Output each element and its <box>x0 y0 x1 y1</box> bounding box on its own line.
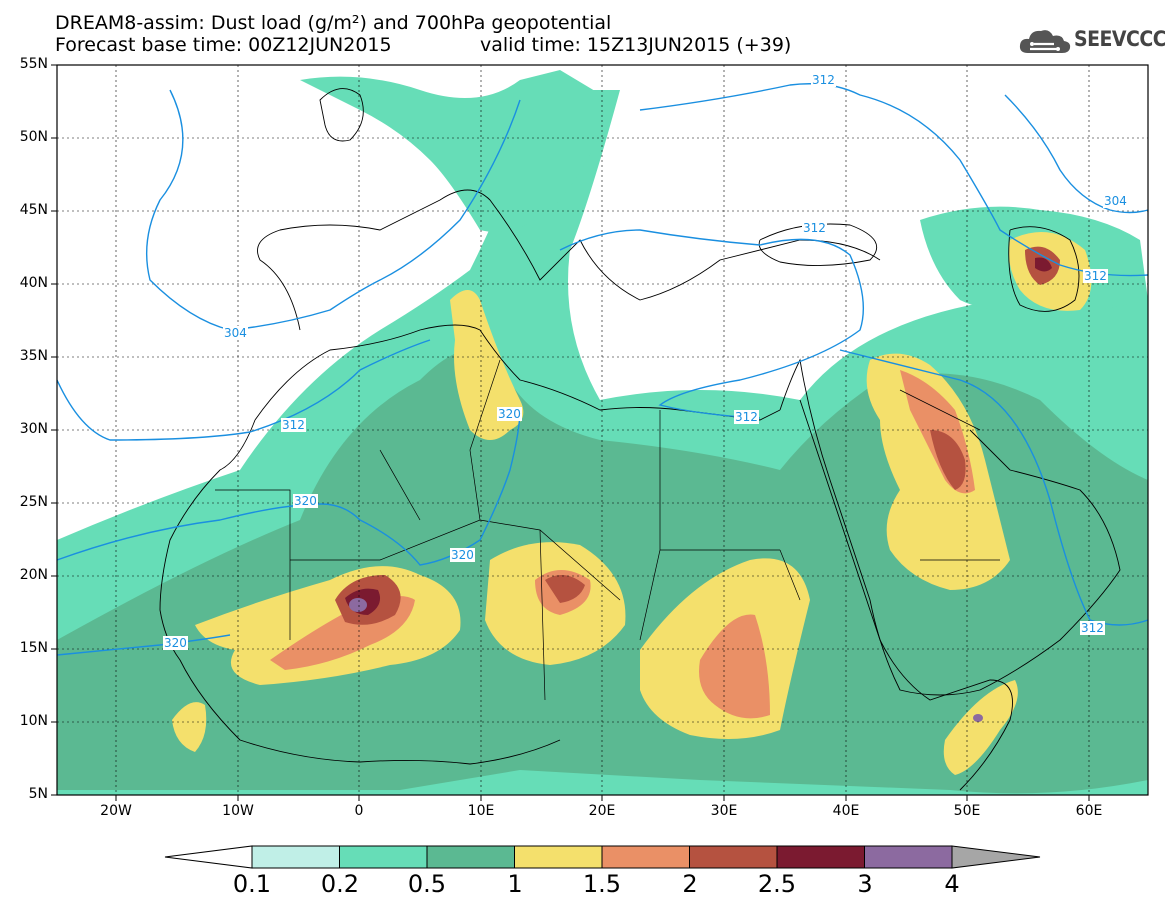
lat-label: 20N <box>19 567 48 583</box>
dust-region-1.5-sudan <box>699 614 770 719</box>
lat-label: 45N <box>19 202 48 218</box>
colorbar-cell <box>864 845 953 869</box>
contour-label: 320 <box>497 407 522 421</box>
colorbar-label: 1.5 <box>582 870 622 898</box>
axis-ticks <box>51 64 1090 801</box>
colorbar-cell <box>251 845 340 869</box>
contour-label: 312 <box>1080 621 1105 635</box>
contour-label: 312 <box>734 410 759 424</box>
colorbar-cell <box>514 845 603 869</box>
colorbar-label: 0.1 <box>232 870 272 898</box>
lon-label: 30E <box>710 803 738 819</box>
contour-label: 312 <box>281 418 306 432</box>
lon-label: 20W <box>100 803 132 819</box>
contour-label: 320 <box>450 548 475 562</box>
lat-label: 40N <box>19 275 48 291</box>
map-title: DREAM8-assim: Dust load (g/m²) and 700hP… <box>55 12 612 34</box>
coast-west-africa <box>159 419 561 765</box>
colorbar-label: 0.5 <box>407 870 447 898</box>
coast-iberia-europe <box>257 189 881 331</box>
dust-region-1.0-arabia <box>866 353 1010 590</box>
lat-label: 35N <box>19 348 48 364</box>
lon-label: 10W <box>222 803 254 819</box>
dust-region-2.5-caspian <box>1035 257 1052 272</box>
colorbar-label: 0.2 <box>320 870 360 898</box>
grid-lines <box>57 65 1148 795</box>
dust-region-0.2-europe <box>300 70 610 232</box>
dust-peak-mali <box>349 598 367 612</box>
cloud-icon <box>1019 30 1071 53</box>
dust-region-1.0-guinea <box>172 702 207 752</box>
colorbar-over-triangle <box>951 845 1041 869</box>
lat-label: 5N <box>28 786 48 802</box>
lon-label: 20E <box>588 803 616 819</box>
contour-304-west <box>146 89 521 331</box>
contour-label: 320 <box>293 494 318 508</box>
contour-312-med <box>559 229 865 419</box>
forecast-base-label: Forecast base time: 00Z12JUN2015 <box>55 34 392 56</box>
colorbar-cell <box>339 845 428 869</box>
contour-label: 304 <box>223 326 248 340</box>
contour-label: 304 <box>1103 194 1128 208</box>
dust-region-2.0-chad <box>545 575 585 603</box>
lat-label: 25N <box>19 494 48 510</box>
lon-label: 50E <box>953 803 981 819</box>
lon-label: 60E <box>1075 803 1103 819</box>
contour-label: 320 <box>163 636 188 650</box>
geopotential-contours <box>56 83 1149 656</box>
contour-304-east <box>1004 94 1149 214</box>
contour-312-west <box>56 339 431 441</box>
lat-label: 10N <box>19 713 48 729</box>
colorbar-cell <box>426 845 515 869</box>
forecast-base-time: Forecast base time: 00Z12JUN2015 valid ti… <box>55 34 791 56</box>
contour-label: 312 <box>1083 269 1108 283</box>
lon-label: 40E <box>832 803 860 819</box>
lat-label: 30N <box>19 421 48 437</box>
lat-label: 55N <box>19 56 48 72</box>
colorbar-cells <box>251 845 953 869</box>
lat-label: 50N <box>19 129 48 145</box>
contour-320-west <box>56 634 231 656</box>
dust-region-2.0-iraq <box>930 430 966 490</box>
coast-levant-arabia <box>779 358 1121 696</box>
logo-text: SEEVCCC <box>1074 27 1165 51</box>
colorbar-cell <box>689 845 778 869</box>
dust-peak-somalia <box>973 714 983 722</box>
contour-label: 312 <box>811 73 836 87</box>
lon-label: 0 <box>354 803 364 819</box>
colorbar-label: 2 <box>682 870 698 898</box>
contour-label: 312 <box>802 221 827 235</box>
colorbar-cell <box>776 845 865 869</box>
border-lines <box>215 359 1000 701</box>
coast-east-africa <box>799 399 1013 791</box>
colorbar-label: 2.5 <box>757 870 797 898</box>
coast-uk <box>319 88 364 142</box>
colorbar-under-triangle <box>164 845 253 869</box>
colorbar-label: 4 <box>944 870 960 898</box>
coastlines <box>159 88 1121 791</box>
valid-time-label: valid time: 15Z13JUN2015 (+39) <box>480 34 792 56</box>
dust-region-1.0-tunisia <box>450 290 524 440</box>
colorbar-cell <box>601 845 690 869</box>
seevccc-logo: SEEVCCC <box>1018 24 1165 58</box>
contour-320-sahara <box>56 409 521 566</box>
coast-north-africa <box>254 324 781 421</box>
colorbar-label: 3 <box>857 870 873 898</box>
colorbar-label: 1 <box>507 870 523 898</box>
dust-region-1.0-somalia <box>943 680 1018 775</box>
coast-caspian <box>1008 226 1080 312</box>
lat-label: 15N <box>19 640 48 656</box>
lon-label: 10E <box>467 803 495 819</box>
contour-312-east <box>839 349 1149 626</box>
contour-312-north <box>639 83 1149 277</box>
